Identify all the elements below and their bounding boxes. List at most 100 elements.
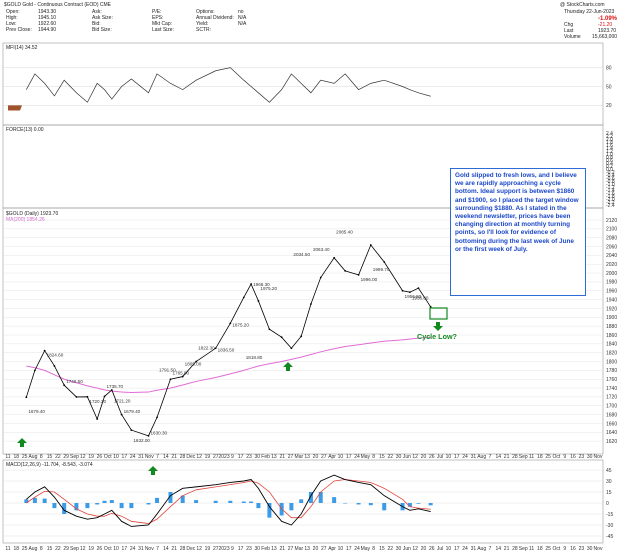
- quote-cell: Ask:: [92, 9, 102, 15]
- force-tick-label: -0.4: [606, 173, 615, 179]
- chg-value: -21.20: [598, 22, 612, 28]
- x-tick-bottom: 8: [40, 546, 43, 552]
- price-point: [250, 283, 252, 285]
- x-tick-mid: 10: [113, 454, 119, 460]
- x-tick-bottom: 7: [489, 546, 492, 552]
- force-tick-label: 2.4: [606, 131, 613, 137]
- y-tick-label: 1960: [606, 289, 617, 295]
- x-tick-mid: 27: [213, 454, 219, 460]
- force-tick-label: -2.2: [606, 200, 615, 206]
- price-point: [86, 395, 89, 398]
- macd-histogram-bar: [102, 500, 107, 503]
- x-tick-mid: 31: [138, 454, 144, 460]
- quote-cell: SCTR:: [196, 27, 211, 33]
- quote-cell: 1944.90: [38, 27, 56, 33]
- force-tick-label: 1.4: [606, 146, 613, 152]
- x-tick-bottom: 27: [213, 546, 219, 552]
- x-tick-mid: 10: [338, 454, 344, 460]
- last-label: Last: [564, 28, 574, 34]
- x-tick-bottom: 22: [387, 546, 393, 552]
- y-tick-label: 1940: [606, 297, 617, 303]
- macd-histogram-bar: [119, 503, 124, 509]
- x-tick-bottom: Nov: [145, 546, 154, 552]
- x-tick-mid: 27: [288, 454, 294, 460]
- force-tick-label: 2.2: [606, 134, 613, 140]
- force-tick-label: -2.0: [606, 197, 615, 203]
- y-tick-label: 1880: [606, 324, 617, 330]
- force-tick-label: 0.6: [606, 158, 613, 164]
- force-tick-label: 1.8: [606, 140, 613, 146]
- x-tick-bottom: 27: [288, 546, 294, 552]
- price-line: [25, 244, 431, 437]
- price-point: [63, 384, 66, 387]
- price-point: [268, 328, 271, 331]
- low-arrow-icon-mar: [283, 362, 293, 371]
- macd-histogram-bar: [52, 503, 57, 509]
- x-tick-mid: 30: [255, 454, 261, 460]
- force-tick-label: 0.2: [606, 164, 613, 170]
- quote-table: Open: 1943.30 Ask: P/E: Options: no High: 1945.…: [6, 9, 247, 33]
- x-tick-bottom: 19: [88, 546, 94, 552]
- y-tick-label: 2060: [606, 244, 617, 250]
- y-tick-label: 2000: [606, 271, 617, 277]
- price-point: [110, 389, 113, 391]
- x-tick-bottom: 17: [346, 546, 352, 552]
- price-point: [43, 349, 46, 352]
- x-tick-mid: 16: [570, 454, 576, 460]
- macd-panel: [2, 459, 604, 544]
- data-label: 1936.00: [412, 295, 429, 300]
- price-point: [300, 335, 303, 338]
- macd-histogram-bar: [308, 492, 313, 503]
- y-tick-label: 1660: [606, 421, 617, 427]
- price-point: [383, 261, 386, 263]
- mfi-panel: [2, 42, 604, 126]
- data-label: 1975.20: [260, 286, 277, 291]
- price-point: [429, 305, 432, 308]
- macd-tick-label: -15: [606, 512, 613, 518]
- chg-label: Chg: [564, 22, 573, 28]
- x-tick-bottom: 22: [55, 546, 61, 552]
- x-tick-mid: Sep: [519, 454, 528, 460]
- x-tick-mid: 21: [504, 454, 510, 460]
- quote-cell: P/E:: [152, 9, 161, 15]
- force-tick-label: 0.8: [606, 155, 613, 161]
- macd-histogram-bar: [146, 503, 151, 505]
- mfi-layer: [8, 67, 431, 111]
- x-tick-mid: Mar: [295, 454, 304, 460]
- x-tick-mid: Jun: [403, 454, 411, 460]
- x-tick-mid: 17: [122, 454, 128, 460]
- x-tick-mid: Dec: [186, 454, 195, 460]
- x-tick-mid: Feb: [261, 454, 270, 460]
- quote-cell: Mkt Cap:: [152, 21, 172, 27]
- macd-histogram-bar: [74, 503, 79, 511]
- price-point: [290, 347, 293, 350]
- mfi-label: MFI(14) 34.52: [6, 45, 38, 51]
- quote-cell: Bid:: [92, 21, 101, 27]
- macd-histogram-bar: [249, 501, 254, 503]
- y-tick-label: 1740: [606, 386, 617, 392]
- price-point: [103, 395, 106, 398]
- x-tick-bottom: 19: [205, 546, 211, 552]
- x-tick-bottom: 20: [313, 546, 319, 552]
- quote-cell: EPS:: [152, 15, 163, 21]
- price-point: [369, 244, 372, 246]
- x-tick-mid: 24: [130, 454, 136, 460]
- x-tick-bottom: 30: [396, 546, 402, 552]
- price-point: [344, 269, 347, 272]
- x-tick-bottom: 7: [156, 546, 159, 552]
- x-tick-mid: 17: [346, 454, 352, 460]
- price-point: [229, 322, 232, 325]
- data-label: 2085.40: [336, 229, 353, 234]
- data-label: 1956.80: [405, 294, 422, 299]
- macd-signal-line: [26, 479, 431, 524]
- price-panel: [2, 207, 604, 455]
- data-label: 1679.40: [28, 409, 45, 414]
- x-tick-mid: 26: [97, 454, 103, 460]
- macd-tick-label: -30: [606, 523, 613, 529]
- x-tick-bottom: 2023: [218, 546, 229, 552]
- quote-cell: Open:: [6, 9, 20, 15]
- quote-cell: N/A: [238, 15, 247, 21]
- price-label: $GOLD (Daily) 1923.70: [6, 211, 58, 217]
- price-point: [214, 347, 217, 350]
